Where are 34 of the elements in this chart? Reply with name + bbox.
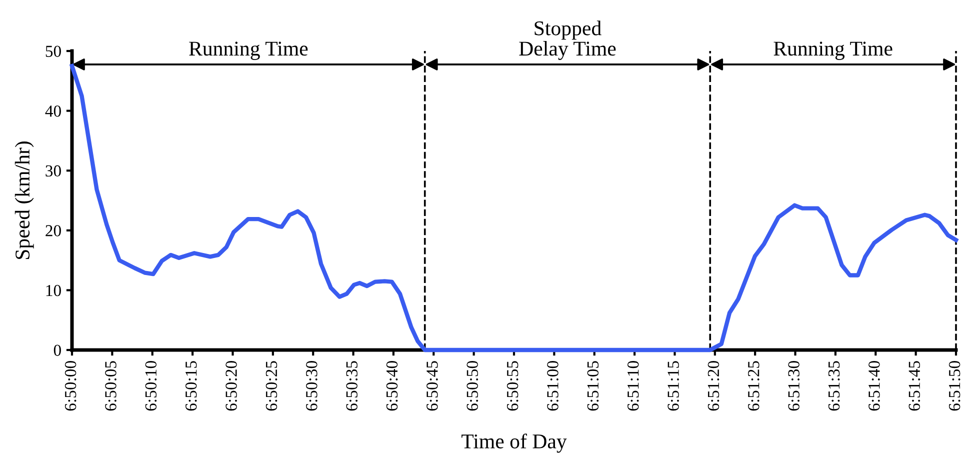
x-tick-label: 6:50:35: [346, 361, 358, 411]
y-tick-label: 10: [46, 284, 61, 296]
x-tick-label: 6:51:15: [668, 361, 679, 411]
y-tick-label: 30: [46, 165, 61, 177]
x-tick-label: 6:50:20: [226, 361, 237, 411]
x-tick-label: 6:51:45: [908, 361, 920, 411]
x-tick-label: 6:50:05: [105, 361, 116, 411]
x-tick-label: 6:50:45: [426, 361, 438, 411]
x-tick-label: 6:51:20: [708, 361, 720, 411]
annotation: Stopped Delay Time: [519, 20, 616, 60]
x-tick-label: 6:50:10: [145, 361, 157, 411]
x-tick-label: 6:51:10: [627, 361, 639, 411]
x-tick-label: 6:51:35: [828, 361, 840, 411]
x-tick-label: 6:51:30: [788, 361, 800, 411]
y-tick-label: 40: [45, 106, 61, 117]
x-tick-label: 6:51:40: [868, 361, 880, 411]
y-tick-label: 20: [46, 225, 61, 236]
y-tick-label: 0: [54, 344, 61, 356]
x-tick-label: 6:51:00: [547, 361, 558, 411]
x-tick-label: 6:51:05: [587, 361, 599, 411]
x-tick-label: 6:50:30: [306, 361, 318, 411]
x-axis-title: Time of Day: [462, 434, 567, 453]
x-tick-label: 6:50:50: [466, 361, 478, 411]
x-tick-label: 6:51:25: [748, 361, 760, 411]
x-tick-label: 6:50:40: [386, 361, 398, 411]
x-tick-label: 6:50:15: [185, 361, 197, 411]
annotation: Running Time: [774, 42, 892, 60]
x-tick-label: 6:50:55: [506, 361, 518, 411]
x-tick-label: 6:50:25: [266, 361, 278, 411]
x-tick-label: 6:50:00: [64, 361, 76, 411]
y-tick-label: 50: [46, 46, 61, 57]
annotation: Running Time: [189, 42, 308, 60]
x-tick-label: 6:51:50: [948, 361, 960, 411]
y-axis-title: Speed (km/hr): [14, 142, 34, 259]
